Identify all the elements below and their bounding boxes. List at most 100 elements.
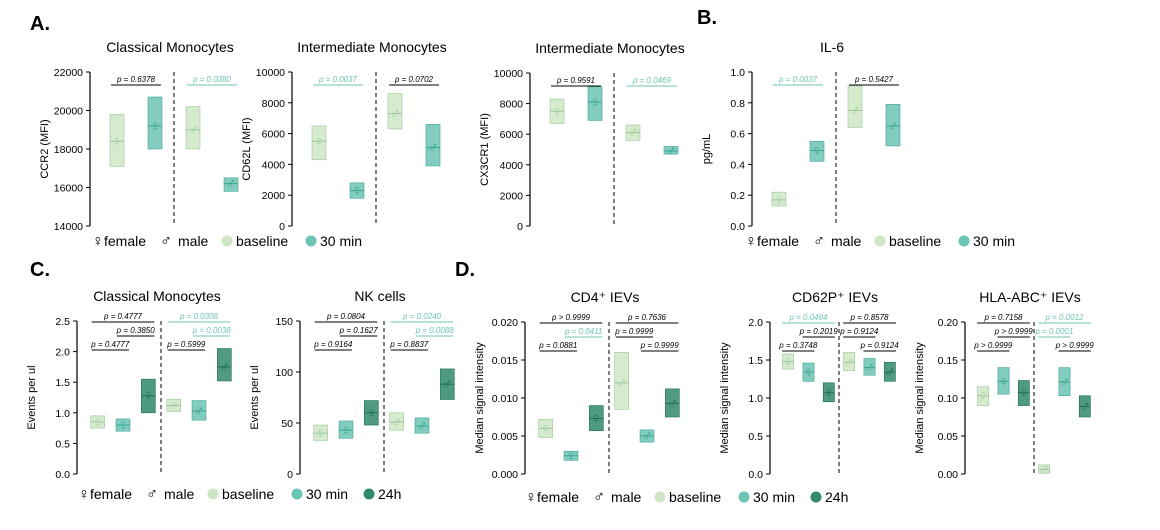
median-marker-male: ♂ [1039,461,1050,478]
legend-label: 24h [378,486,401,502]
legends-layer: ♀ female ♂ male baseline 30 min ♀ female ♂ male ba… [78,233,1015,506]
legend-swatch-2 [363,488,375,500]
y-tick-label: 0.0 [55,469,70,481]
y-tick-label: 2000 [500,190,524,202]
pvalue-label: p = 0.8837 [389,340,429,349]
legend-male-label: male [164,486,195,502]
box-female-30min [147,96,163,150]
chart-title: NK cells [354,288,405,304]
box-male-30min [863,358,876,376]
y-tick-label: 0.8 [730,98,745,110]
median-marker-female: ♀ [92,414,103,431]
y-tick-label: 0.20 [938,317,959,329]
legend-label: 30 min [306,486,348,502]
pvalue-label: p = 0.0411 [564,327,602,336]
median-marker-female: ♀ [773,192,784,209]
pvalue-label: p = 0.0380 [192,75,232,84]
chart-title: CD62P⁺ IEVs [792,289,878,305]
box-male-30min [223,177,239,192]
y-tick-label: 8000 [262,98,286,110]
female-legend-icon: ♀ [745,233,757,250]
pvalue-label: p = 0.1627 [339,326,379,335]
legend-label: 30 min [973,233,1015,249]
chart-title: Intermediate Monocytes [535,40,684,56]
y-tick-label: 1.0 [748,393,763,405]
median-marker-female: ♀ [111,133,122,150]
pvalue-label: p = 0.3850 [116,326,156,335]
median-marker-male: ♂ [665,143,676,160]
y-axis-label: Median signal intensity [914,342,926,454]
legend-female-label: female [757,233,799,249]
legend-swatch-0 [207,488,219,500]
legend-swatch-0 [654,491,666,503]
median-marker-male: ♂ [667,395,678,412]
charts-layer: Classical Monocytes140001600018000200002… [26,39,1094,481]
box-female-30min [809,141,825,162]
y-axis-label: CCR2 (MFI) [39,119,51,178]
legend-label: baseline [222,486,274,502]
box-male-24h [217,348,232,382]
median-marker-female: ♀ [803,364,814,381]
pvalue-label: p = 0.7636 [627,313,667,322]
pvalue-label: p = 0.0308 [179,312,219,321]
box-female-baseline [311,125,327,161]
y-tick-label: 10000 [494,68,523,80]
median-marker-female: ♀ [823,385,834,402]
y-tick-label: 150 [275,316,293,328]
median-marker-female: ♀ [591,411,602,428]
chart-6: NK cells 0 50 100 150 Events per ul ♀ ♀ ♀ ♂ ♂ ♂ p = … [249,288,455,481]
y-tick-label: 0.0 [748,469,763,481]
legend-swatch-0 [874,235,886,247]
legend-male-label: male [178,233,209,249]
y-tick-label: 2.0 [55,347,70,359]
y-tick-label: 22000 [54,67,83,79]
panel-label-d: D. [455,259,475,281]
box-female-baseline [109,114,125,167]
median-marker-female: ♀ [340,422,351,439]
median-marker-female: ♀ [366,405,377,422]
pvalue-label: p = 0.0037 [778,75,818,84]
female-legend-icon: ♀ [78,486,90,503]
legend: ♀ female ♂ male baseline 30 min [92,233,362,250]
legend-female-label: female [104,233,146,249]
legend-male-label: male [831,233,862,249]
pvalue-label: p = 0.7158 [983,313,1023,322]
median-marker-female: ♀ [351,183,362,200]
pvalue-label: p = 0.6378 [116,75,156,84]
legend: ♀ female ♂ male baseline 30 min 24h [525,489,848,506]
y-tick-label: 1.5 [748,355,763,367]
legend-label: baseline [889,233,941,249]
legend-label: baseline [669,489,721,505]
box-male-baseline [185,106,201,150]
box-male-baseline [847,85,863,128]
box-female-baseline [771,191,787,207]
legend-swatch-1 [305,235,317,247]
y-axis-label: CX3CR1 (MFI) [479,113,491,186]
panel-label-c: C. [30,259,50,281]
pvalue-label: p = 0.9999 [614,327,654,336]
male-legend-icon: ♂ [146,486,158,503]
pvalue-label: p > 0.9999 [551,313,591,322]
y-tick-label: 0.0 [730,221,745,233]
median-marker-male: ♂ [389,106,400,123]
median-marker-male: ♂ [225,176,236,193]
chart-title: Intermediate Monocytes [297,39,446,55]
y-axis-label: Events per ul [249,365,261,429]
y-tick-label: 0.05 [938,431,959,443]
median-marker-female: ♀ [149,118,160,135]
chart-8: CD62P⁺ IEVs 0.0 0.5 1.0 1.5 2.0 Median signal … [719,289,899,481]
y-tick-label: 0 [517,221,523,233]
y-tick-label: 0.000 [492,469,518,481]
legend-swatch-2 [810,491,822,503]
y-axis-label: Events per ul [26,365,38,429]
y-tick-label: 2000 [262,190,286,202]
y-tick-label: 0.010 [492,393,518,405]
median-marker-male: ♂ [641,428,652,445]
box-female-30min [338,420,354,439]
median-marker-male: ♂ [1079,398,1090,415]
pvalue-label: p = 0.0001 [1034,327,1073,336]
median-marker-female: ♀ [315,425,326,442]
legend-swatch-1 [291,488,303,500]
box-female-baseline [313,424,328,441]
